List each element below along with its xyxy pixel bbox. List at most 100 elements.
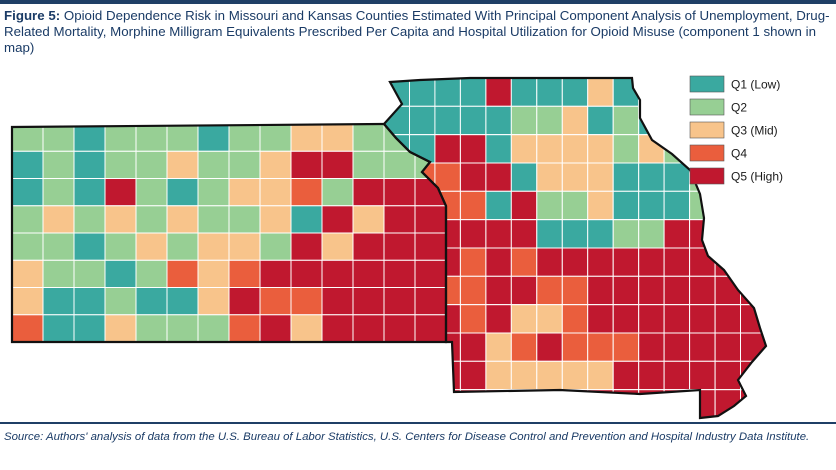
county-tile bbox=[104, 259, 137, 289]
county-tile bbox=[321, 150, 354, 180]
county-tile bbox=[197, 259, 230, 289]
legend-swatch bbox=[689, 167, 725, 185]
county-tile bbox=[42, 205, 75, 234]
county-tile bbox=[352, 232, 385, 261]
county-tile bbox=[166, 124, 199, 152]
county-tile bbox=[73, 124, 106, 152]
county-tile bbox=[104, 124, 137, 152]
county-tile bbox=[587, 134, 614, 164]
county-tile bbox=[740, 360, 766, 391]
county-tile bbox=[459, 275, 487, 306]
county-tile bbox=[166, 259, 199, 289]
county-tile bbox=[663, 162, 691, 192]
county-tile bbox=[197, 314, 230, 342]
legend-label: Q1 (Low) bbox=[731, 78, 780, 92]
county-tile bbox=[689, 304, 716, 334]
county-tile bbox=[561, 275, 589, 306]
county-tile bbox=[510, 389, 538, 418]
county-tile bbox=[587, 219, 614, 249]
county-tile bbox=[166, 150, 199, 180]
county-tile bbox=[290, 287, 323, 316]
county-tile bbox=[612, 332, 640, 362]
county-tile bbox=[434, 105, 461, 136]
county-tile bbox=[587, 162, 614, 192]
county-tile bbox=[73, 314, 106, 342]
county-tile bbox=[510, 275, 538, 306]
county-tile bbox=[42, 287, 75, 316]
county-tile bbox=[135, 314, 168, 342]
county-tile bbox=[73, 178, 106, 207]
county-tile bbox=[536, 219, 563, 249]
county-tile bbox=[638, 162, 665, 192]
county-tile bbox=[290, 124, 323, 152]
county-tile bbox=[485, 78, 512, 107]
county-tile bbox=[409, 360, 436, 391]
choropleth-map: Q1 (Low) Q2 Q3 (Mid) Q4 Q5 (High) bbox=[0, 60, 836, 422]
county-tile bbox=[485, 389, 512, 418]
county-tile bbox=[12, 150, 44, 180]
county-tile bbox=[383, 287, 416, 316]
county-tile bbox=[459, 190, 487, 221]
county-tile bbox=[510, 304, 538, 334]
county-tile bbox=[663, 360, 691, 391]
legend-label: Q4 bbox=[731, 147, 747, 161]
county-tile bbox=[409, 78, 436, 107]
county-tile bbox=[587, 190, 614, 221]
county-tile bbox=[414, 232, 446, 261]
county-tile bbox=[42, 232, 75, 261]
county-tile bbox=[434, 78, 461, 107]
county-tile bbox=[166, 178, 199, 207]
county-tile bbox=[638, 247, 665, 277]
missouri-outline bbox=[382, 76, 768, 420]
county-tile bbox=[561, 332, 589, 362]
county-tile bbox=[290, 150, 323, 180]
county-tile bbox=[228, 150, 261, 180]
county-tile bbox=[259, 287, 292, 316]
county-tile bbox=[510, 360, 538, 391]
legend-swatch bbox=[689, 144, 725, 162]
county-tile bbox=[485, 275, 512, 306]
county-tile bbox=[740, 247, 766, 277]
county-tile bbox=[663, 105, 691, 136]
county-tile bbox=[228, 178, 261, 207]
county-tile bbox=[561, 78, 589, 107]
county-tile bbox=[42, 314, 75, 342]
county-tile bbox=[612, 134, 640, 164]
county-tile bbox=[663, 78, 691, 107]
county-tile bbox=[561, 360, 589, 391]
county-tile bbox=[536, 275, 563, 306]
county-tile bbox=[12, 259, 44, 289]
county-tile bbox=[587, 78, 614, 107]
county-tile bbox=[561, 162, 589, 192]
county-tile bbox=[321, 232, 354, 261]
county-tile bbox=[714, 332, 742, 362]
county-tile bbox=[714, 219, 742, 249]
county-tile bbox=[104, 150, 137, 180]
county-tile bbox=[485, 105, 512, 136]
county-tile bbox=[459, 247, 487, 277]
county-tile bbox=[663, 219, 691, 249]
county-tile bbox=[383, 232, 416, 261]
county-tile bbox=[352, 124, 385, 152]
county-tile bbox=[73, 150, 106, 180]
county-tile bbox=[42, 150, 75, 180]
county-tile bbox=[321, 124, 354, 152]
county-tile bbox=[536, 134, 563, 164]
county-tile bbox=[135, 287, 168, 316]
county-tile bbox=[485, 219, 512, 249]
legend-label: Q3 (Mid) bbox=[731, 124, 778, 138]
county-tile bbox=[510, 78, 538, 107]
county-tile bbox=[638, 332, 665, 362]
county-tile bbox=[352, 205, 385, 234]
county-tile bbox=[561, 190, 589, 221]
county-tile bbox=[714, 247, 742, 277]
county-tile bbox=[587, 105, 614, 136]
county-tile bbox=[409, 105, 436, 136]
county-tile bbox=[104, 232, 137, 261]
county-tile bbox=[510, 134, 538, 164]
county-tile bbox=[73, 287, 106, 316]
county-tile bbox=[689, 389, 716, 418]
county-tile bbox=[689, 275, 716, 306]
legend-swatch bbox=[689, 75, 725, 93]
county-tile bbox=[459, 105, 487, 136]
